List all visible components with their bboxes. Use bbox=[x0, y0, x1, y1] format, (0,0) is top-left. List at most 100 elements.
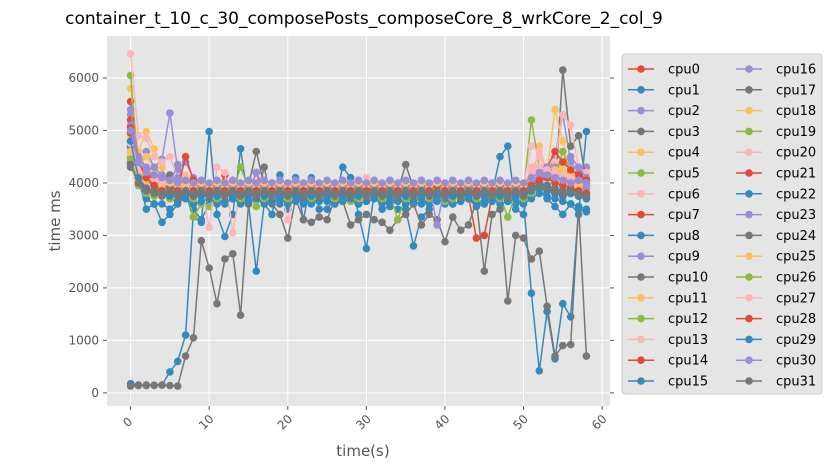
data-point bbox=[166, 192, 174, 200]
data-point bbox=[276, 176, 284, 185]
data-point bbox=[433, 192, 441, 200]
legend-swatch-marker bbox=[745, 356, 753, 365]
data-point bbox=[213, 200, 221, 208]
data-point bbox=[158, 200, 166, 208]
data-point bbox=[504, 179, 512, 187]
data-point bbox=[496, 176, 504, 185]
data-point bbox=[236, 179, 245, 187]
x-tick-label: 10 bbox=[196, 412, 217, 433]
data-point bbox=[441, 179, 449, 187]
data-point bbox=[370, 176, 379, 185]
data-point bbox=[519, 234, 528, 242]
legend-item: cpu23 bbox=[736, 208, 816, 223]
legend-label: cpu26 bbox=[776, 271, 816, 286]
legend-item: cpu10 bbox=[628, 271, 708, 286]
data-point bbox=[173, 357, 182, 366]
data-point bbox=[551, 187, 559, 195]
legend-swatch-marker bbox=[745, 210, 753, 219]
legend-label: cpu16 bbox=[776, 63, 816, 78]
data-point bbox=[276, 192, 284, 200]
series-cpu31 bbox=[126, 160, 591, 200]
data-point bbox=[221, 232, 229, 241]
legend-box bbox=[621, 53, 823, 395]
legend-item: cpu28 bbox=[736, 312, 816, 327]
legend-label: cpu8 bbox=[668, 229, 700, 244]
data-point bbox=[229, 192, 237, 200]
data-point bbox=[213, 192, 221, 200]
data-point bbox=[181, 152, 190, 161]
data-point bbox=[260, 192, 269, 200]
y-tick-label: 3000 bbox=[68, 228, 99, 242]
data-point bbox=[126, 155, 135, 164]
data-point bbox=[386, 187, 394, 195]
data-point bbox=[284, 234, 292, 242]
data-point bbox=[386, 197, 394, 206]
data-point bbox=[456, 197, 465, 206]
data-point bbox=[346, 173, 355, 182]
legend-item: cpu29 bbox=[736, 333, 816, 348]
legend-swatch-marker bbox=[637, 294, 645, 302]
data-point bbox=[535, 189, 544, 198]
data-point bbox=[559, 158, 567, 166]
data-point bbox=[543, 166, 551, 174]
data-point bbox=[464, 221, 473, 229]
legend-item: cpu27 bbox=[736, 291, 816, 306]
data-point bbox=[213, 299, 221, 308]
data-point bbox=[566, 313, 575, 321]
data-point bbox=[543, 192, 551, 200]
legend-item: cpu6 bbox=[628, 187, 700, 202]
data-point bbox=[574, 131, 583, 140]
data-point bbox=[339, 187, 347, 195]
data-point bbox=[307, 192, 316, 200]
series-cpu30 bbox=[126, 126, 591, 187]
data-point bbox=[441, 189, 449, 198]
legend-swatch-marker bbox=[637, 65, 645, 73]
data-point bbox=[582, 127, 591, 136]
data-point bbox=[511, 200, 520, 208]
legend-swatch-marker bbox=[637, 377, 645, 385]
legend-item: cpu25 bbox=[736, 250, 816, 265]
data-point bbox=[276, 171, 284, 179]
legend-swatch-marker bbox=[745, 190, 753, 198]
data-point bbox=[134, 381, 143, 390]
data-point bbox=[535, 147, 544, 156]
data-point bbox=[173, 189, 182, 198]
legend-swatch-marker bbox=[637, 231, 645, 240]
data-point bbox=[496, 192, 504, 200]
legend-swatch-marker bbox=[745, 148, 753, 156]
data-point bbox=[551, 352, 559, 360]
legend-label: cpu0 bbox=[668, 63, 700, 78]
legend-item: cpu4 bbox=[628, 146, 700, 161]
legend-item: cpu2 bbox=[628, 104, 700, 119]
data-point bbox=[535, 176, 544, 185]
data-point bbox=[181, 192, 190, 200]
y-tick-label: 4000 bbox=[68, 176, 99, 190]
data-point bbox=[401, 200, 410, 208]
legend-item: cpu12 bbox=[628, 312, 708, 327]
data-point bbox=[535, 168, 544, 177]
data-point bbox=[142, 127, 151, 136]
data-point bbox=[551, 168, 559, 177]
legend-label: cpu29 bbox=[776, 333, 816, 348]
data-point bbox=[464, 192, 473, 200]
data-point bbox=[362, 210, 371, 219]
legend-item: cpu7 bbox=[628, 208, 700, 223]
data-point bbox=[315, 179, 324, 187]
data-point bbox=[559, 137, 567, 145]
chart-title: container_t_10_c_30_composePosts_compose… bbox=[65, 9, 663, 29]
data-point bbox=[362, 244, 371, 253]
data-point bbox=[354, 200, 363, 208]
data-point bbox=[197, 197, 206, 206]
data-point bbox=[559, 171, 567, 179]
legend-swatch-marker bbox=[637, 273, 645, 281]
data-point bbox=[299, 215, 308, 224]
data-point bbox=[386, 192, 394, 200]
data-point bbox=[229, 229, 237, 237]
data-point bbox=[173, 173, 182, 182]
data-point bbox=[488, 179, 496, 187]
legend-swatch-marker bbox=[637, 314, 645, 323]
data-point bbox=[433, 197, 441, 206]
data-point bbox=[401, 192, 410, 200]
legend-swatch-marker bbox=[637, 148, 645, 156]
